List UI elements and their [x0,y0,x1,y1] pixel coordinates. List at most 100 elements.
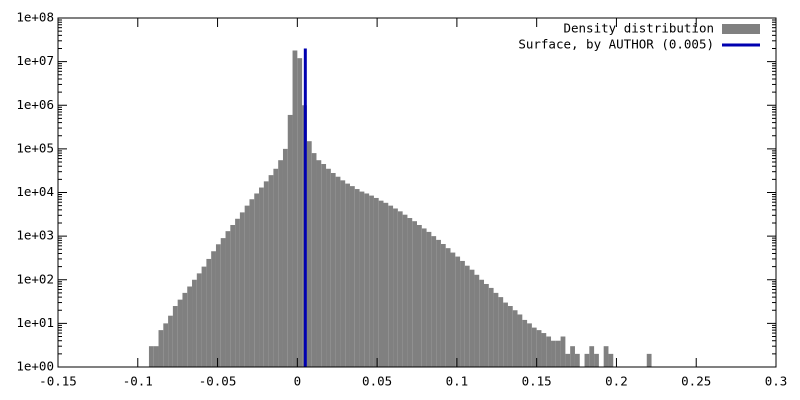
histogram-bar [345,183,350,367]
histogram-bar [230,224,236,367]
histogram-bar [436,239,441,367]
histogram-bar [187,286,193,367]
histogram-bar [555,340,561,367]
y-tick-label: 1e+07 [16,53,54,68]
histogram-bar [321,164,327,367]
histogram-bar [282,148,288,367]
histogram-bar [584,353,590,367]
histogram-bar [177,299,183,367]
histogram-bar [153,346,159,367]
histogram-bar [163,323,169,367]
histogram-bar [168,315,173,367]
histogram-bar [292,50,298,367]
histogram-bar [330,172,336,367]
histogram-bar [574,353,580,367]
histogram-bar [421,228,427,367]
histogram-bar [507,306,513,367]
histogram-bar [412,221,417,367]
histogram-bar [196,273,202,367]
histogram-bar [340,180,346,367]
histogram-bar [287,114,293,367]
histogram-bar [388,205,394,367]
histogram-bar [244,205,250,367]
histogram-bar [431,236,437,367]
histogram-bar [397,211,403,367]
histogram-bar [541,333,547,367]
histogram-bar [479,279,485,367]
histogram-bar [522,319,528,367]
histogram-bar [239,212,245,367]
histogram-bar [646,353,652,367]
histogram-bar [560,336,566,367]
legend-swatch [722,24,760,34]
histogram-bar [603,346,609,367]
legend-label: Density distribution [563,21,714,36]
y-tick-label: 1e+04 [16,184,54,199]
histogram-bar [201,266,207,367]
histogram-bar [206,258,212,367]
histogram-bar [192,279,197,367]
histogram-bar [220,238,226,367]
histogram-bar [359,191,365,367]
histogram-bar [259,187,264,367]
x-tick-label: 0.3 [765,374,788,389]
histogram-bar [297,58,303,368]
histogram-bar [326,168,331,367]
histogram-bar [335,176,341,367]
histogram-bar [493,292,499,367]
histogram-bar [426,231,432,367]
histogram-bar [570,346,575,367]
histogram-bar [407,218,413,367]
y-tick-label: 1e+05 [16,140,54,155]
histogram-bar [268,175,274,367]
histogram-bar [182,292,188,367]
histogram-bar [546,336,552,367]
histogram-bar [469,269,475,367]
histogram-bar [551,340,556,367]
histogram-bar [393,208,398,367]
histogram-bar [211,251,216,367]
x-tick-label: 0 [294,374,302,389]
histogram-bar [383,202,389,367]
y-tick-label: 1e+01 [16,315,54,330]
y-tick-label: 1e+02 [16,271,54,286]
histogram-bar [589,346,595,367]
histogram-bar [273,168,279,367]
x-tick-label: -0.05 [199,374,237,389]
histogram-bar [460,260,465,367]
histogram-bar [417,224,422,367]
histogram-bar [484,283,489,367]
histogram-bar [278,160,283,367]
histogram-bar [254,193,260,367]
y-tick-label: 1e+03 [16,228,54,243]
histogram-bar [402,214,408,367]
histogram-bar [531,327,537,367]
x-tick-label: 0.05 [362,374,392,389]
histogram-bar [565,353,571,367]
histogram-bar [235,218,240,367]
histogram-bar [474,274,480,367]
histogram-bar [498,297,504,367]
histogram-bar [512,310,518,367]
histogram-bar [364,193,370,367]
histogram-bar [455,256,461,367]
histogram-bar [488,287,494,367]
legend-label: Surface, by AUTHOR (0.005) [518,37,714,52]
x-tick-label: -0.15 [39,374,77,389]
histogram-bar [249,199,255,367]
y-tick-label: 1e+00 [16,359,54,374]
x-tick-label: -0.1 [123,374,153,389]
x-tick-label: 0.2 [605,374,628,389]
histogram-bar [445,248,451,367]
histogram-bar [158,330,164,367]
histogram-bar [503,302,508,367]
histogram-bar [354,189,360,367]
x-tick-label: 0.1 [446,374,469,389]
x-tick-label: 0.15 [522,374,552,389]
histogram-bar [536,330,542,367]
histogram-bar [215,244,221,367]
histogram-bar [148,346,154,367]
histogram-bar [527,323,532,367]
